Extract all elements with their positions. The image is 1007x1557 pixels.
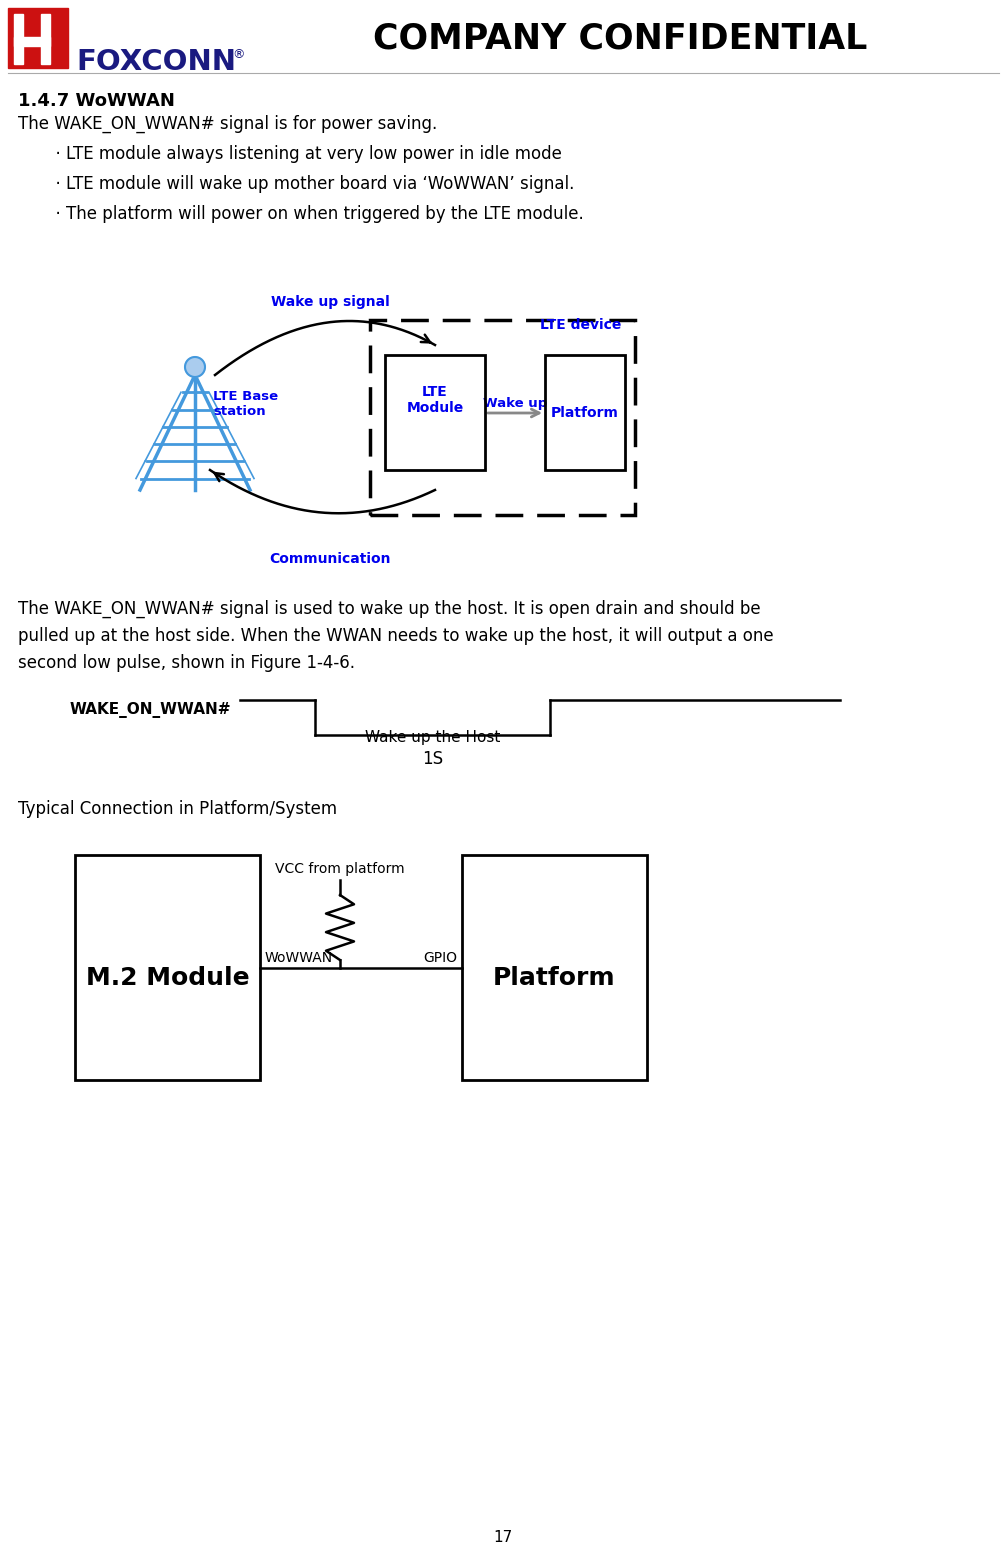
Text: VCC from platform: VCC from platform: [275, 863, 405, 877]
Text: · LTE module always listening at very low power in idle mode: · LTE module always listening at very lo…: [45, 145, 562, 163]
Bar: [462, 855, 648, 1081]
Text: 17: 17: [493, 1531, 513, 1545]
Text: Platform: Platform: [551, 406, 619, 420]
Bar: [41, 14, 50, 64]
Text: second low pulse, shown in Figure 1-4-6.: second low pulse, shown in Figure 1-4-6.: [18, 654, 355, 673]
Text: LTE Base
station: LTE Base station: [213, 389, 278, 417]
Text: LTE device: LTE device: [540, 318, 621, 332]
Text: ®: ®: [232, 48, 245, 61]
Circle shape: [185, 357, 205, 377]
Text: WoWWAN: WoWWAN: [265, 951, 333, 965]
Bar: [385, 355, 485, 470]
Text: Platform: Platform: [493, 965, 616, 990]
Bar: [75, 855, 260, 1081]
Text: WAKE_ON_WWAN#: WAKE_ON_WWAN#: [70, 702, 232, 718]
Bar: [14, 14, 23, 64]
Text: The WAKE_ON_WWAN# signal is used to wake up the host. It is open drain and shoul: The WAKE_ON_WWAN# signal is used to wake…: [18, 599, 760, 618]
Bar: [370, 321, 635, 515]
Text: 1S: 1S: [422, 750, 443, 768]
Text: COMPANY CONFIDENTIAL: COMPANY CONFIDENTIAL: [373, 20, 867, 54]
Bar: [14, 37, 50, 47]
Text: The WAKE_ON_WWAN# signal is for power saving.: The WAKE_ON_WWAN# signal is for power sa…: [18, 115, 437, 134]
Text: FOXCONN: FOXCONN: [76, 48, 236, 76]
Text: Wake up signal: Wake up signal: [271, 294, 390, 308]
Text: pulled up at the host side. When the WWAN needs to wake up the host, it will out: pulled up at the host side. When the WWA…: [18, 627, 773, 645]
Text: Communication: Communication: [269, 553, 391, 567]
Bar: [545, 355, 625, 470]
Text: Wake up: Wake up: [483, 397, 547, 409]
Text: Typical Connection in Platform/System: Typical Connection in Platform/System: [18, 800, 337, 817]
Bar: [8, 8, 68, 69]
Text: M.2 Module: M.2 Module: [86, 965, 250, 990]
Text: GPIO: GPIO: [423, 951, 457, 965]
Text: Wake up the Host: Wake up the Host: [365, 730, 500, 744]
Text: LTE
Module: LTE Module: [407, 385, 463, 416]
Text: 1.4.7 WoWWAN: 1.4.7 WoWWAN: [18, 92, 175, 111]
Text: · The platform will power on when triggered by the LTE module.: · The platform will power on when trigge…: [45, 206, 584, 223]
Text: · LTE module will wake up mother board via ‘WoWWAN’ signal.: · LTE module will wake up mother board v…: [45, 174, 574, 193]
